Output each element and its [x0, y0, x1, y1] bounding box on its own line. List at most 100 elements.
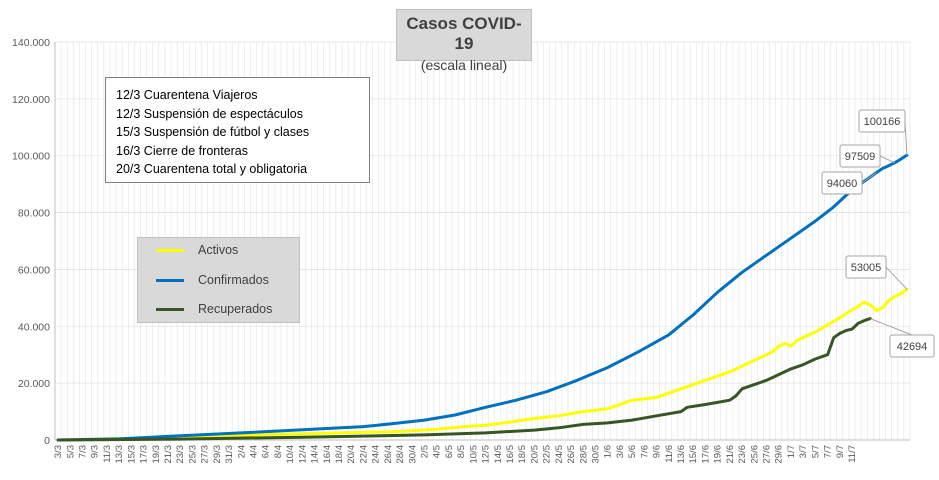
legend-label-activos: Activos [198, 243, 239, 257]
x-tick-label: 22/5 [542, 445, 553, 464]
x-tick-label: 17/3 [139, 445, 150, 464]
x-tick-label: 2/4 [236, 445, 247, 458]
chart-title: Casos COVID-19 [406, 14, 522, 53]
y-tick-label: 0 [44, 435, 50, 447]
x-tick-label: 23/6 [737, 445, 748, 464]
callout-leader [879, 155, 895, 164]
callout-leader [885, 266, 908, 290]
x-tick-label: 13/3 [114, 445, 125, 464]
x-tick-label: 9/3 [90, 445, 101, 458]
callout-42694: 42694 [870, 318, 935, 358]
callout-box [858, 109, 906, 133]
x-tick-label: 7/7 [823, 445, 834, 458]
y-tick-label: 120.000 [12, 94, 50, 106]
annotation-line: 20/3 Cuarentena total y obligatoria [116, 162, 308, 176]
x-tick-label: 19/6 [713, 445, 724, 464]
x-tick-label: 8/5 [456, 445, 467, 458]
callout-label: 53005 [851, 262, 882, 274]
x-tick-label: 9/6 [652, 445, 663, 458]
x-tick-label: 26/4 [383, 445, 394, 464]
y-tick-label: 20.000 [18, 378, 50, 390]
annotation-box: 12/3 Cuarentena Viajeros 12/3 Suspensión… [105, 77, 370, 183]
chart-subtitle: (escala lineal) [420, 57, 508, 73]
series-line-activos [56, 287, 909, 442]
x-tick-label: 17/6 [700, 445, 711, 464]
x-tick-label: 25/6 [749, 445, 760, 464]
x-tick-label: 3/3 [53, 445, 64, 458]
x-tick-label: 28/4 [395, 445, 406, 464]
legend-swatch-recuperados [156, 307, 184, 311]
x-tick-label: 2/5 [419, 445, 430, 458]
series-line-recuperados [56, 317, 872, 442]
x-tick-label: 4/5 [432, 445, 443, 458]
x-tick-label: 5/7 [810, 445, 821, 458]
x-tick-label: 18/4 [334, 445, 345, 464]
chart-title-box: Casos COVID-19 (escala lineal) [396, 9, 532, 73]
x-axis: 3/3 5/3 7/3 9/3 11/3 13/3 15/3 17/3 19/3 21/3 23/3… [53, 439, 910, 464]
x-tick-label: 27/3 [200, 445, 211, 464]
x-tick-label: 15/6 [688, 445, 699, 464]
legend-label-confirmados: Confirmados [198, 273, 269, 287]
x-tick-label: 4/4 [248, 445, 259, 458]
x-tick-label: 12/5 [481, 445, 492, 464]
x-tick-label: 31/3 [224, 445, 235, 464]
y-tick-label: 140.000 [12, 37, 50, 49]
y-tick-label: 60.000 [18, 264, 50, 276]
x-tick-label: 21/3 [163, 445, 174, 464]
x-tick-label: 6/5 [444, 445, 455, 458]
callout-leader [861, 172, 877, 184]
x-tick-label: 20/5 [529, 445, 540, 464]
x-tick-label: 13/6 [676, 445, 687, 464]
x-tick-label: 30/5 [590, 445, 601, 464]
callout-box [821, 171, 863, 195]
x-tick-label: 18/5 [517, 445, 528, 464]
x-tick-label: 10/5 [468, 445, 479, 464]
callout-label: 100166 [864, 116, 901, 128]
x-tick-label: 6/4 [261, 445, 272, 458]
x-tick-label: 21/6 [725, 445, 736, 464]
y-tick-label: 80.000 [18, 208, 50, 220]
x-tick-label: 7/6 [639, 445, 650, 458]
callout-100166: 100166 [858, 109, 908, 156]
legend-label-recuperados: Recuperados [198, 302, 273, 316]
x-tick-label: 14/5 [493, 445, 504, 464]
callout-97509: 97509 [839, 144, 895, 168]
x-tick-label: 12/4 [297, 445, 308, 464]
y-axis: 0 20.000 40.000 60.000 80.000 100.000 120.000 1… [12, 37, 56, 447]
x-tick-label: 3/6 [615, 445, 626, 458]
legend-item-activos[interactable]: Activos [156, 242, 238, 258]
x-tick-label: 26/5 [566, 445, 577, 464]
x-tick-label: 10/4 [285, 445, 296, 464]
legend-item-recuperados[interactable]: Recuperados [156, 301, 272, 317]
legend-swatch-confirmados [156, 278, 184, 282]
data-callouts: 100166 97509 94060 53005 42694 [821, 109, 935, 358]
x-tick-label: 11/7 [847, 445, 858, 463]
y-tick-label: 100.000 [12, 151, 50, 163]
legend-item-confirmados[interactable]: Confirmados [156, 272, 269, 288]
callout-leader [870, 318, 913, 336]
x-tick-label: 19/3 [151, 445, 162, 464]
callout-53005: 53005 [845, 255, 908, 290]
x-tick-label: 24/5 [554, 445, 565, 464]
x-tick-label: 29/3 [212, 445, 223, 464]
x-tick-label: 8/4 [273, 445, 284, 458]
callout-94060: 94060 [821, 171, 877, 195]
x-tick-label: 3/7 [798, 445, 809, 458]
callout-box [889, 334, 935, 358]
x-tick-label: 14/4 [310, 445, 321, 464]
x-tick-label: 24/4 [371, 445, 382, 464]
x-tick-label: 15/3 [126, 445, 137, 464]
x-tick-label: 27/6 [761, 445, 772, 464]
legend-swatch-activos [156, 248, 184, 252]
callout-label: 97509 [845, 151, 876, 163]
x-tick-label: 22/4 [358, 445, 369, 464]
x-tick-label: 7/3 [77, 445, 88, 458]
x-tick-label: 20/4 [346, 445, 357, 464]
x-tick-label: 16/5 [505, 445, 516, 464]
annotation-line: 12/3 Cuarentena Viajeros [116, 88, 258, 102]
x-tick-label: 1/7 [786, 445, 797, 458]
x-tick-label: 25/3 [187, 445, 198, 464]
x-tick-label: 28/5 [578, 445, 589, 464]
annotation-line: 12/3 Suspensión de espectáculos [116, 106, 303, 121]
callout-label: 42694 [897, 341, 928, 353]
